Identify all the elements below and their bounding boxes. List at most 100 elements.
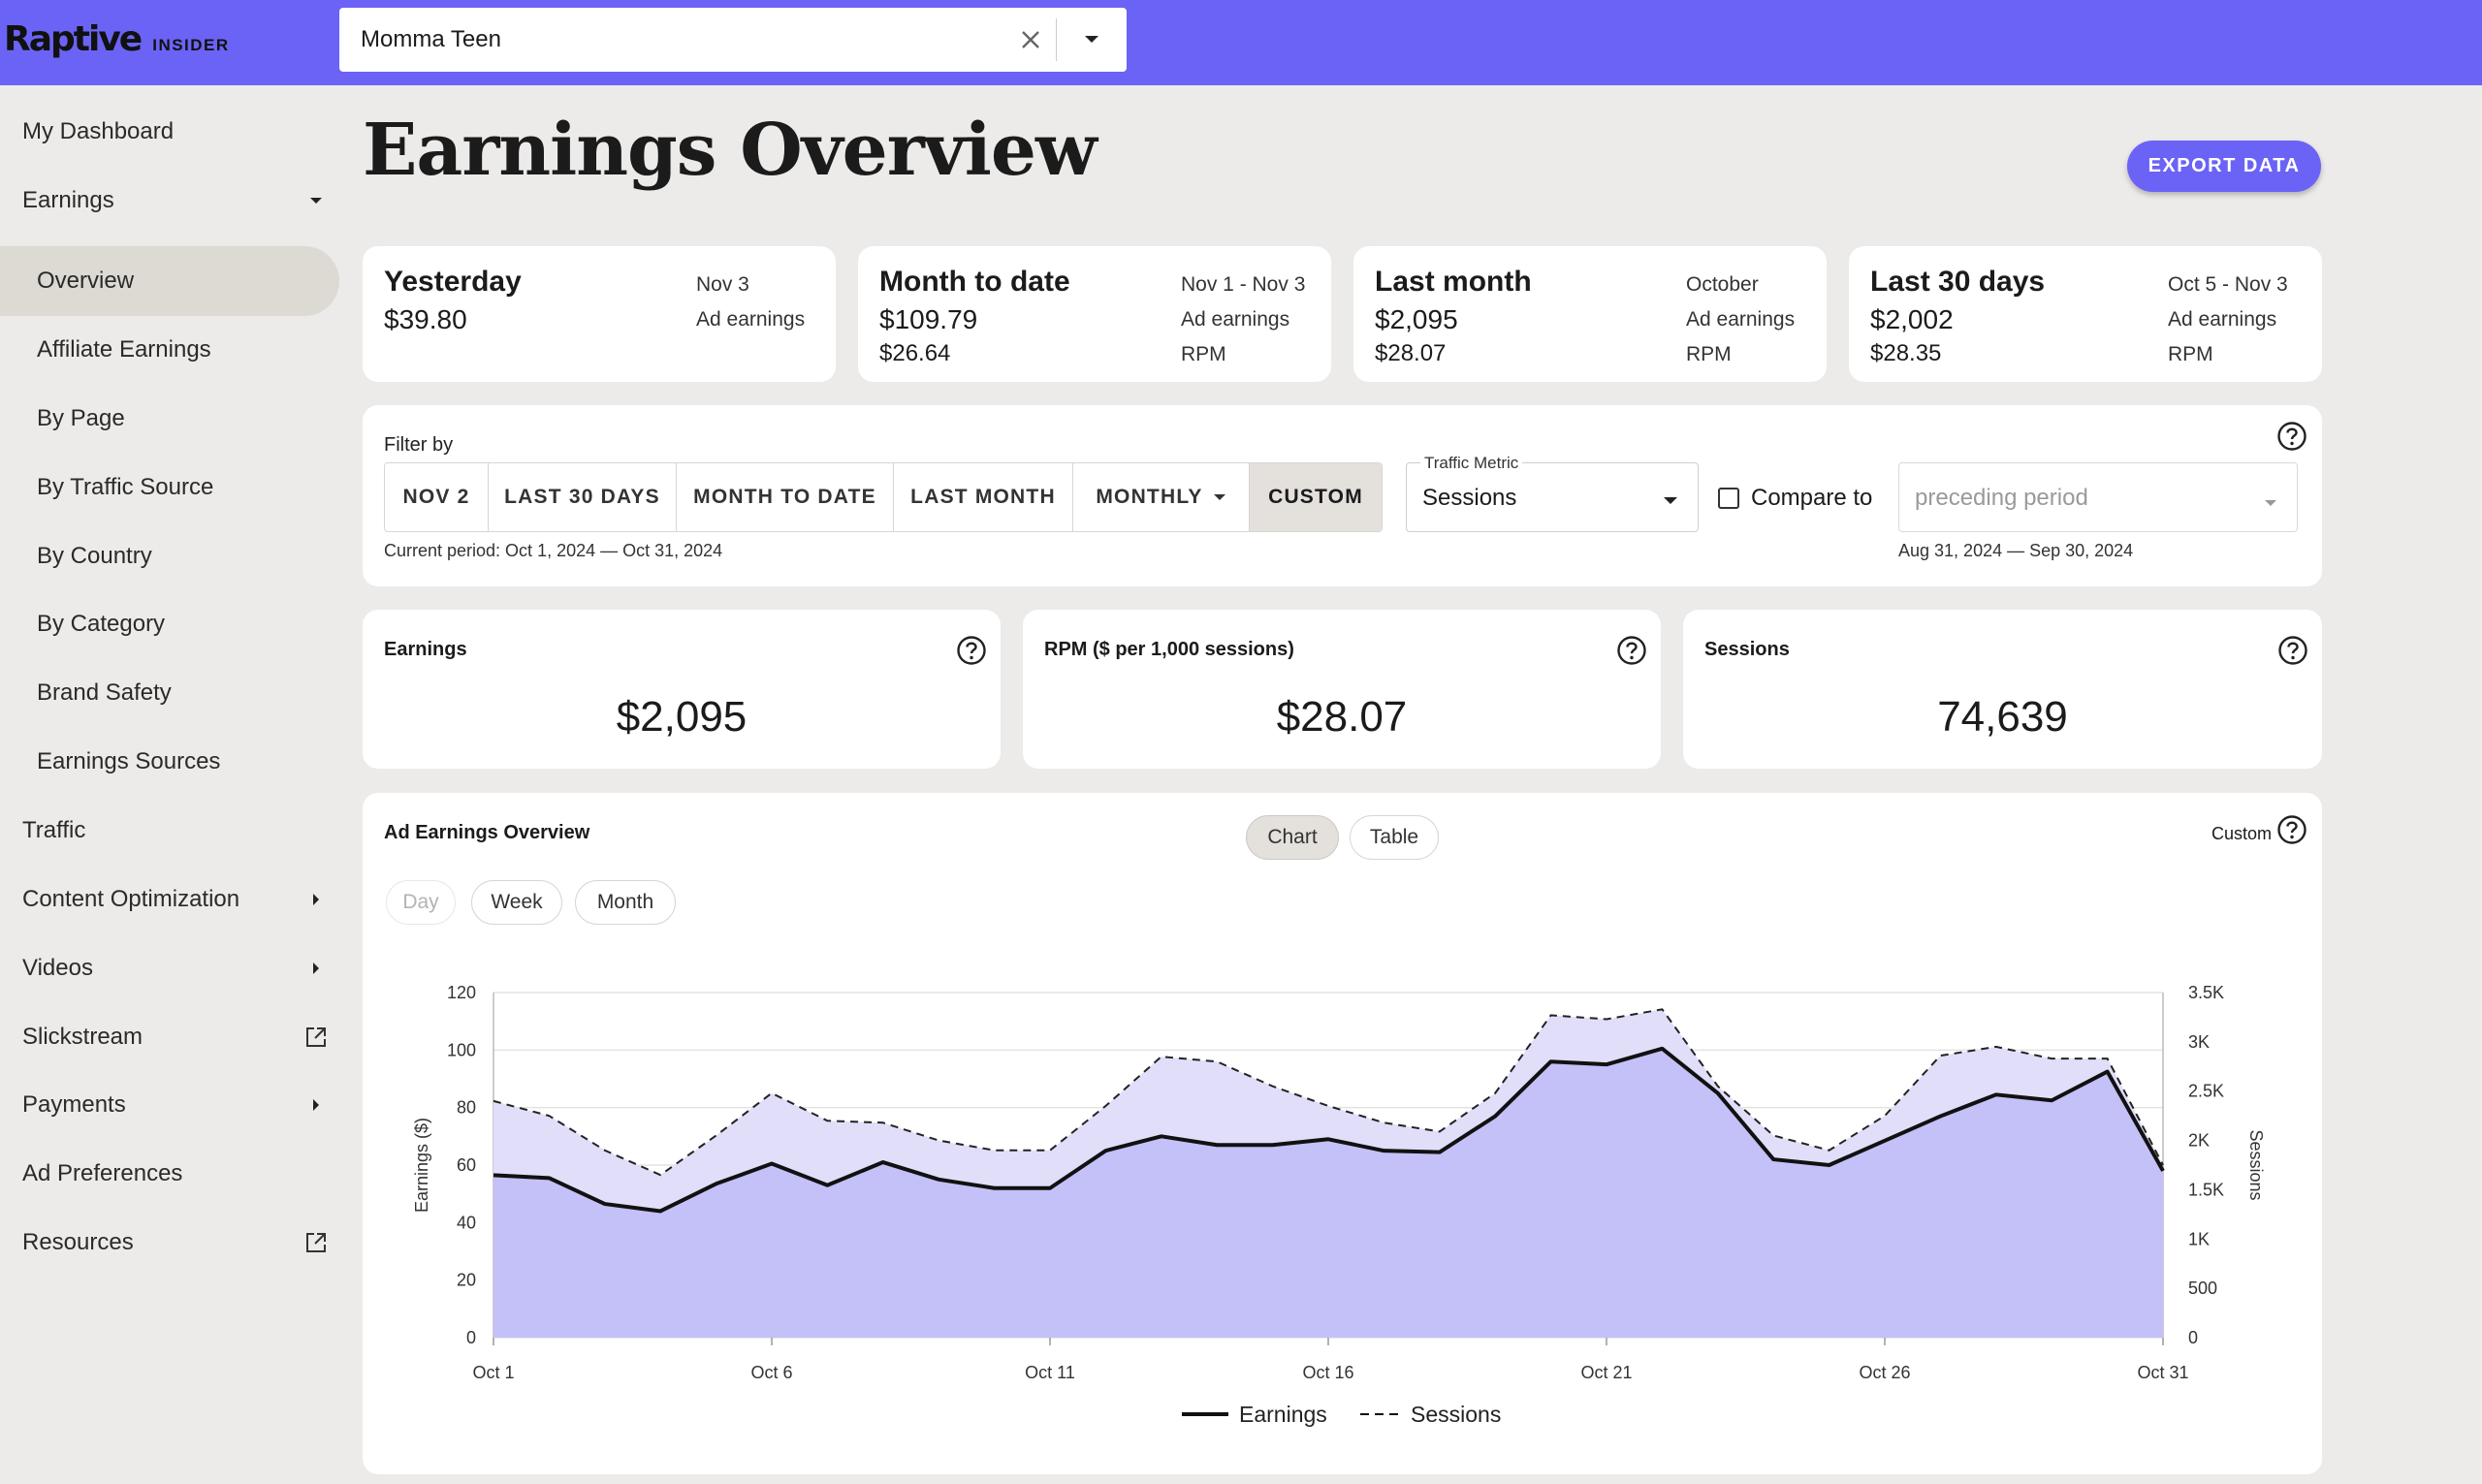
y-tick-label: 120 bbox=[447, 983, 476, 1002]
kpi-value: $2,095 bbox=[616, 693, 748, 741]
kpi-card-earnings: Earnings $2,095 bbox=[363, 610, 1001, 769]
legend-sessions-label: Sessions bbox=[1411, 1402, 1501, 1427]
granularity-month[interactable]: Month bbox=[575, 880, 676, 925]
caret-down-icon bbox=[1213, 494, 1225, 500]
custom-range-label: Custom bbox=[2211, 824, 2272, 843]
help-icon[interactable] bbox=[2277, 635, 2308, 671]
summary-card-title: Yesterday bbox=[384, 266, 522, 298]
sidebar-item-label: Traffic bbox=[22, 817, 86, 843]
sidebar-item-by-category[interactable]: By Category bbox=[0, 595, 341, 653]
earnings-sessions-chart: 0 20 40 60 80 100 120 0 500 1K 1.5K 2K 2.5K 3K 3.5K Oct… bbox=[412, 983, 2266, 1427]
sidebar-item-traffic[interactable]: Traffic bbox=[0, 802, 341, 860]
help-icon[interactable] bbox=[1616, 635, 1647, 671]
site-selector[interactable]: Momma Teen bbox=[339, 8, 1127, 72]
tab-chart[interactable]: Chart bbox=[1246, 815, 1339, 860]
caret-down-icon bbox=[1663, 492, 1678, 510]
compare-period-text: Aug 31, 2024 — Sep 30, 2024 bbox=[1898, 541, 2134, 560]
x-tick-label: Oct 6 bbox=[750, 1363, 792, 1382]
sidebar-item-affiliate-earnings[interactable]: Affiliate Earnings bbox=[0, 321, 341, 379]
sidebar-item-label: Ad Preferences bbox=[22, 1160, 183, 1186]
summary-card-last-month: Last month $2,095 $28.07 October Ad earn… bbox=[1353, 246, 1827, 382]
x-tick-label: Oct 11 bbox=[1025, 1363, 1075, 1382]
raptive-logo[interactable]: Raptive INSIDER bbox=[4, 19, 230, 66]
sidebar-item-resources[interactable]: Resources bbox=[0, 1214, 341, 1272]
clear-icon[interactable] bbox=[1005, 8, 1056, 72]
traffic-metric-select[interactable]: Traffic Metric Sessions bbox=[1406, 454, 1699, 532]
period-button-last-month[interactable]: LAST MONTH bbox=[894, 463, 1073, 531]
ad-earnings-overview-panel: Ad Earnings Overview Chart Table Custom … bbox=[363, 793, 2322, 1474]
sidebar-item-slickstream[interactable]: Slickstream bbox=[0, 1008, 341, 1066]
sidebar-item-label: By Category bbox=[37, 611, 166, 637]
sidebar-item-overview[interactable]: Overview bbox=[0, 246, 339, 316]
period-button-last-30-days[interactable]: LAST 30 DAYS bbox=[489, 463, 677, 531]
summary-card-earnings-value: $39.80 bbox=[384, 304, 467, 334]
sidebar-item-label: Slickstream bbox=[22, 1024, 143, 1050]
sidebar-item-earnings[interactable]: Earnings bbox=[0, 172, 341, 230]
kpi-value: 74,639 bbox=[1937, 693, 2068, 741]
compare-period-select[interactable]: preceding period bbox=[1898, 462, 2298, 532]
sidebar-item-label: Payments bbox=[22, 1091, 126, 1118]
logo-subtitle: INSIDER bbox=[152, 36, 230, 54]
summary-card-range: Nov 1 - Nov 3 bbox=[1181, 273, 1306, 296]
chevron-down-icon[interactable] bbox=[1057, 8, 1127, 72]
summary-card-last-30-days: Last 30 days $2,002 $28.35 Oct 5 - Nov 3… bbox=[1849, 246, 2322, 382]
external-link-icon bbox=[291, 1026, 341, 1049]
traffic-metric-label: Traffic Metric bbox=[1420, 454, 1523, 473]
export-data-button[interactable]: EXPORT DATA bbox=[2127, 141, 2321, 192]
y-tick-label: 100 bbox=[447, 1040, 476, 1059]
compare-to-toggle[interactable]: Compare to bbox=[1718, 485, 1872, 512]
summary-card-earnings-label: Ad earnings bbox=[1686, 308, 1796, 331]
y-tick-label: 60 bbox=[457, 1155, 476, 1175]
sidebar-item-brand-safety[interactable]: Brand Safety bbox=[0, 664, 341, 722]
period-button-label: MONTHLY bbox=[1096, 486, 1203, 508]
sidebar-item-by-page[interactable]: By Page bbox=[0, 390, 341, 448]
summary-card-rpm-label: RPM bbox=[2168, 343, 2213, 365]
summary-card-range: Nov 3 bbox=[696, 273, 749, 296]
caret-down-icon bbox=[291, 197, 341, 205]
summary-card-rpm-value: $28.07 bbox=[1375, 340, 1447, 366]
sidebar-item-content-optimization[interactable]: Content Optimization bbox=[0, 870, 341, 929]
caret-right-icon bbox=[291, 962, 341, 975]
sidebar-item-by-country[interactable]: By Country bbox=[0, 527, 341, 585]
kpi-title: RPM ($ per 1,000 sessions) bbox=[1044, 639, 1294, 660]
granularity-day[interactable]: Day bbox=[386, 880, 456, 925]
sidebar-item-label: Affiliate Earnings bbox=[37, 336, 211, 363]
select-divider bbox=[1056, 18, 1057, 61]
summary-card-title: Last month bbox=[1375, 266, 1532, 298]
summary-card-earnings-value: $2,095 bbox=[1375, 304, 1458, 334]
period-button-custom[interactable]: CUSTOM bbox=[1250, 463, 1382, 531]
sidebar-item-label: By Page bbox=[37, 405, 125, 431]
y2-tick-label: 2.5K bbox=[2188, 1082, 2224, 1101]
period-button-nov-2[interactable]: NOV 2 bbox=[385, 463, 489, 531]
period-button-month-to-date[interactable]: MONTH TO DATE bbox=[677, 463, 894, 531]
help-icon[interactable] bbox=[2276, 421, 2307, 457]
logo-wordmark: Raptive bbox=[4, 19, 143, 59]
x-tick-label: Oct 1 bbox=[472, 1363, 514, 1382]
summary-card-rpm-value: $26.64 bbox=[879, 340, 951, 366]
sidebar-item-videos[interactable]: Videos bbox=[0, 939, 341, 997]
sidebar-item-ad-preferences[interactable]: Ad Preferences bbox=[0, 1145, 341, 1203]
x-tick-label: Oct 16 bbox=[1302, 1363, 1353, 1382]
summary-card-yesterday: Yesterday $39.80 Nov 3 Ad earnings bbox=[363, 246, 836, 382]
x-tick-label: Oct 21 bbox=[1580, 1363, 1632, 1382]
sidebar-item-label: By Country bbox=[37, 543, 152, 569]
site-selector-value[interactable]: Momma Teen bbox=[361, 26, 501, 52]
sidebar-item-payments[interactable]: Payments bbox=[0, 1076, 341, 1134]
sidebar-item-earnings-sources[interactable]: Earnings Sources bbox=[0, 733, 341, 791]
earnings-line bbox=[493, 1046, 2165, 1214]
current-period-text: Current period: Oct 1, 2024 — Oct 31, 20… bbox=[384, 541, 723, 560]
sidebar-item-my-dashboard[interactable]: My Dashboard bbox=[0, 103, 341, 161]
summary-card-range: Oct 5 - Nov 3 bbox=[2168, 273, 2288, 296]
sidebar-item-by-traffic-source[interactable]: By Traffic Source bbox=[0, 458, 341, 517]
tab-table[interactable]: Table bbox=[1350, 815, 1439, 860]
help-icon[interactable] bbox=[956, 635, 987, 671]
summary-card-range: October bbox=[1686, 273, 1759, 296]
caret-right-icon bbox=[291, 1098, 341, 1112]
help-icon[interactable] bbox=[2276, 814, 2307, 850]
summary-card-earnings-value: $109.79 bbox=[879, 304, 978, 334]
granularity-week[interactable]: Week bbox=[471, 880, 562, 925]
compare-checkbox[interactable] bbox=[1718, 488, 1739, 509]
period-button-monthly[interactable]: MONTHLY bbox=[1073, 463, 1250, 531]
kpi-title: Earnings bbox=[384, 639, 467, 660]
sidebar-item-label: Overview bbox=[37, 268, 135, 294]
